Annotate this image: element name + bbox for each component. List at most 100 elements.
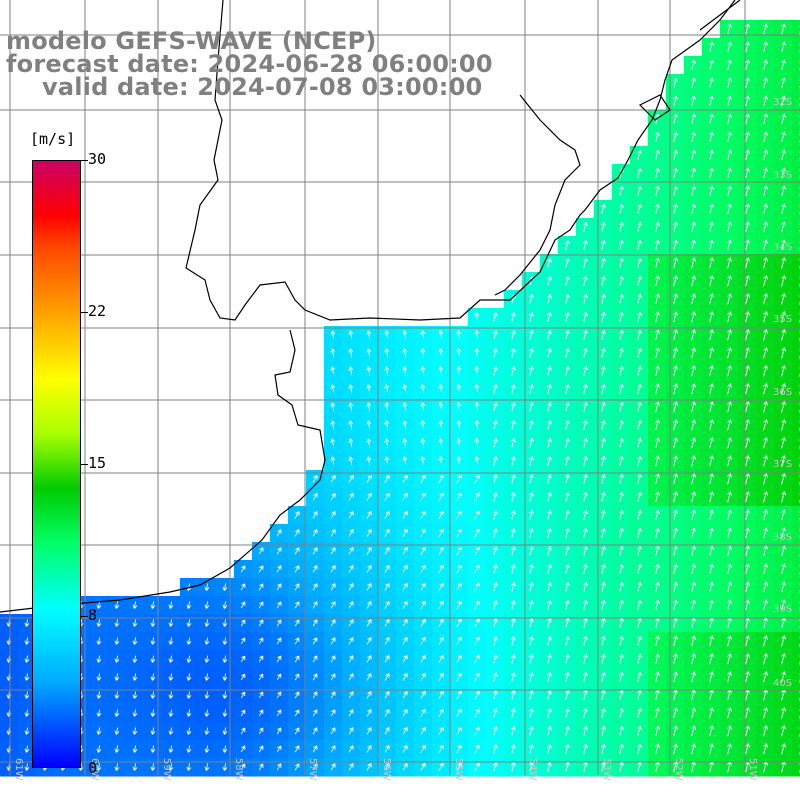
wind-arrow: [547, 456, 552, 466]
wind-arrow: [745, 509, 750, 521]
wind-arrow: [565, 438, 570, 448]
wind-arrow: [673, 167, 678, 179]
wind-arrow: [348, 438, 354, 448]
wind-arrow: [132, 619, 138, 627]
wind-arrow: [348, 456, 354, 466]
wind-arrow: [547, 348, 552, 358]
wind-arrow: [583, 509, 588, 520]
wind-arrow: [529, 564, 534, 574]
wind-arrow: [204, 601, 210, 609]
field-cell: [792, 470, 800, 489]
wind-arrow: [691, 275, 696, 287]
wind-arrow: [583, 437, 588, 448]
wind-arrow: [186, 601, 192, 609]
wind-arrow: [150, 691, 156, 699]
wind-arrow: [745, 563, 750, 575]
wind-arrow: [330, 438, 336, 448]
wind-arrow: [637, 311, 642, 322]
wind-arrow: [402, 762, 408, 771]
wind-arrow: [438, 438, 444, 448]
legend-tickline-30: [80, 160, 88, 161]
wind-arrow: [745, 239, 750, 251]
wind-arrow: [619, 527, 624, 538]
wind-arrow: [745, 743, 750, 755]
wind-arrow: [637, 221, 642, 232]
wind-arrow: [727, 437, 732, 449]
wind-arrow: [438, 762, 444, 772]
wind-arrow: [402, 474, 408, 484]
wind-arrow: [745, 185, 750, 197]
wind-arrow: [727, 563, 732, 575]
wind-arrow: [529, 456, 534, 466]
wind-arrow: [493, 510, 498, 520]
wind-arrow: [601, 221, 606, 232]
wind-arrow: [150, 637, 156, 645]
wind-arrow: [168, 745, 174, 753]
wind-arrow: [474, 636, 480, 646]
wind-arrow: [294, 583, 300, 591]
wind-arrow: [709, 149, 714, 161]
wind-arrow: [312, 601, 318, 609]
wind-arrow: [619, 617, 624, 628]
wind-speed-field: [0, 20, 800, 777]
wind-arrow: [763, 167, 768, 179]
field-cell: [792, 434, 800, 453]
coastline: [0, 0, 741, 613]
wind-arrow: [781, 437, 787, 449]
wind-arrow: [655, 599, 660, 610]
wind-arrow: [709, 635, 714, 647]
wind-arrow: [24, 709, 30, 717]
wind-arrow: [348, 673, 354, 681]
wind-arrow: [637, 617, 642, 628]
wind-arrow: [745, 437, 750, 449]
wind-arrow: [781, 419, 787, 431]
wind-arrow: [727, 185, 732, 197]
wind-arrow: [511, 582, 516, 592]
wind-arrow: [240, 619, 246, 627]
wind-arrow: [619, 761, 624, 772]
wind-arrow: [168, 727, 174, 735]
wind-arrow: [727, 365, 732, 377]
wind-arrow: [420, 744, 426, 753]
wind-arrow: [673, 599, 678, 611]
wind-arrow: [384, 637, 390, 645]
wind-arrow: [312, 619, 318, 627]
wind-arrow: [745, 671, 750, 683]
wind-arrow: [186, 637, 192, 645]
wind-arrow: [727, 383, 732, 395]
wind-arrow: [438, 744, 444, 754]
wind-arrow: [637, 581, 642, 592]
lagoon-path: [638, 0, 741, 121]
wind-arrow: [637, 239, 642, 250]
legend-tick-30: 30: [88, 150, 107, 168]
wind-arrow: [691, 149, 696, 161]
wind-arrow: [727, 167, 732, 179]
wind-arrow: [438, 672, 444, 681]
wind-arrow: [673, 635, 678, 647]
wind-arrow: [637, 419, 642, 430]
map-title: modelo GEFS-WAVE (NCEP) forecast date: 2…: [6, 29, 493, 99]
wind-arrow: [420, 582, 426, 591]
wind-arrow: [258, 547, 264, 555]
wind-arrow: [691, 419, 696, 431]
field-cell: [792, 326, 800, 345]
wind-arrow: [709, 545, 714, 557]
wind-arrow: [709, 707, 714, 719]
wind-arrow: [745, 527, 750, 539]
wind-arrow: [655, 131, 660, 143]
wind-arrow: [565, 744, 570, 754]
lon-label: 55W: [453, 758, 464, 781]
wind-arrow: [619, 437, 624, 448]
wind-arrow: [619, 743, 624, 754]
wind-arrow: [366, 492, 372, 501]
wind-arrow: [384, 456, 390, 466]
wind-arrow: [781, 365, 787, 377]
wind-arrow: [529, 492, 534, 502]
wind-arrow: [547, 492, 552, 502]
wind-arrow: [709, 599, 714, 611]
wind-arrow: [781, 41, 786, 53]
field-cell: [792, 650, 800, 669]
wind-arrow: [240, 655, 246, 663]
wind-arrow: [24, 763, 30, 771]
wind-arrow: [547, 366, 552, 376]
